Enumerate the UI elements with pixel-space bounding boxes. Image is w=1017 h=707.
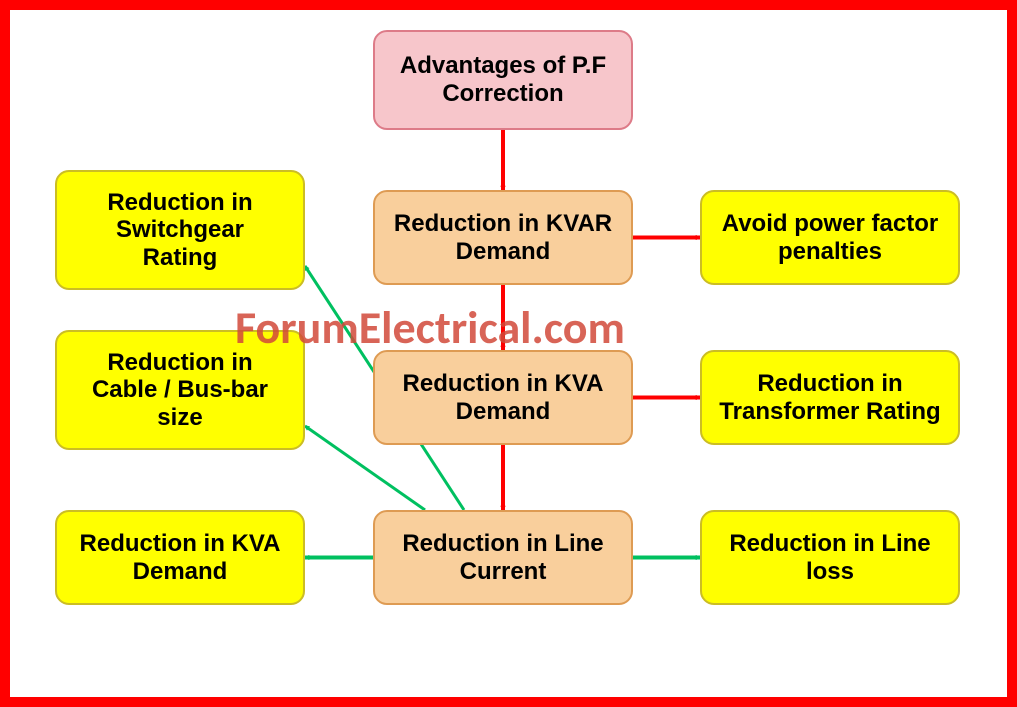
node-label: Reduction inCable / Bus-barsize <box>92 349 268 432</box>
node-line-loss: Reduction in Lineloss <box>700 510 960 605</box>
node-transformer-rating: Reduction inTransformer Rating <box>700 350 960 445</box>
node-kva-demand-left: Reduction in KVADemand <box>55 510 305 605</box>
node-label: Reduction in LineCurrent <box>402 530 603 585</box>
node-kvar-demand: Reduction in KVARDemand <box>373 190 633 285</box>
node-label: Reduction in KVADemand <box>403 370 604 425</box>
node-label: Avoid power factorpenalties <box>722 210 938 265</box>
node-label: Reduction in Lineloss <box>729 530 930 585</box>
node-label: Reduction inTransformer Rating <box>719 370 940 425</box>
diagram-frame: Advantages of P.FCorrection Reduction in… <box>0 0 1017 707</box>
node-switchgear-rating: Reduction inSwitchgearRating <box>55 170 305 290</box>
node-label: Reduction inSwitchgearRating <box>107 189 252 272</box>
node-kva-demand: Reduction in KVADemand <box>373 350 633 445</box>
node-line-current: Reduction in LineCurrent <box>373 510 633 605</box>
node-pf-penalties: Avoid power factorpenalties <box>700 190 960 285</box>
node-label: Advantages of P.FCorrection <box>400 52 606 107</box>
node-label: Reduction in KVARDemand <box>394 210 612 265</box>
node-root: Advantages of P.FCorrection <box>373 30 633 130</box>
node-label: Reduction in KVADemand <box>80 530 281 585</box>
node-cable-busbar: Reduction inCable / Bus-barsize <box>55 330 305 450</box>
